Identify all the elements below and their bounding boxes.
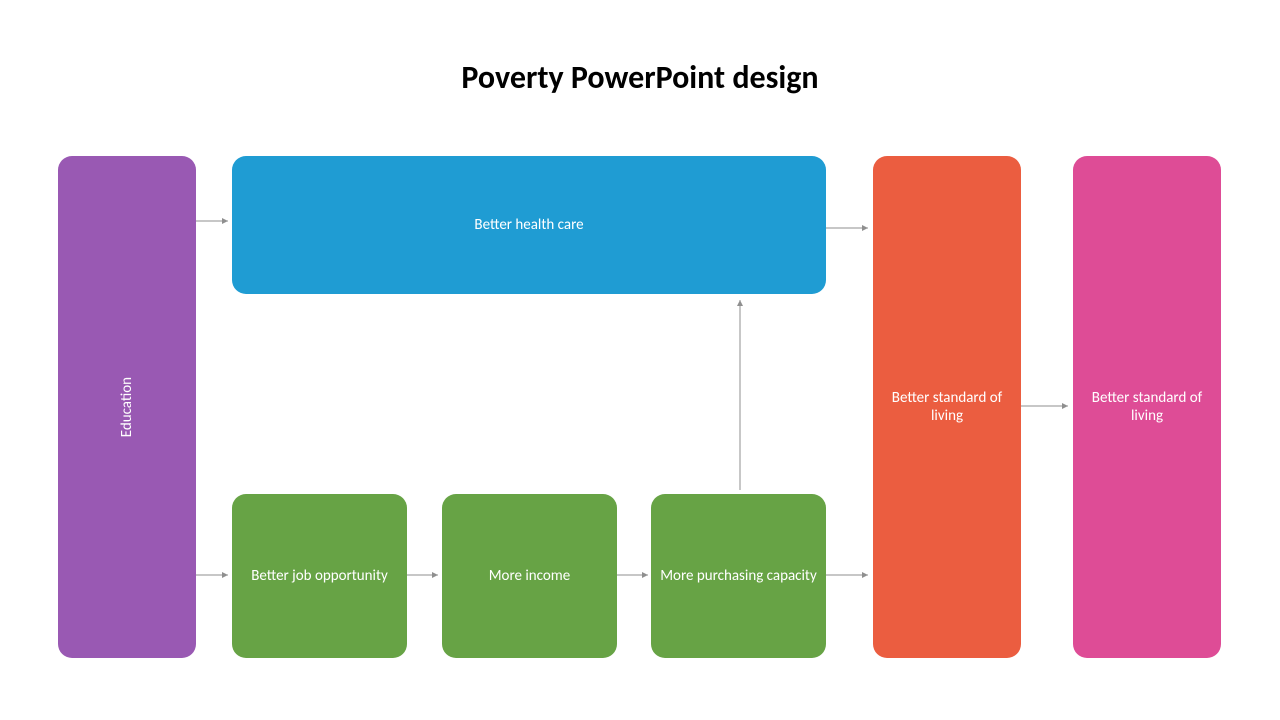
node-job: Better job opportunity xyxy=(232,494,407,658)
node-healthcare: Better health care xyxy=(232,156,826,294)
node-income-label: More income xyxy=(489,567,571,585)
node-income: More income xyxy=(442,494,617,658)
node-standard1-label: Better standard of living xyxy=(881,389,1013,425)
node-education-label: Education xyxy=(118,377,136,437)
page-title: Poverty PowerPoint design xyxy=(0,58,1280,97)
node-job-label: Better job opportunity xyxy=(251,567,388,585)
node-standard2: Better standard of living xyxy=(1073,156,1221,658)
node-standard2-label: Better standard of living xyxy=(1081,389,1213,425)
node-standard1: Better standard of living xyxy=(873,156,1021,658)
node-education: Education xyxy=(58,156,196,658)
node-purchasing-label: More purchasing capacity xyxy=(660,567,817,585)
node-purchasing: More purchasing capacity xyxy=(651,494,826,658)
node-healthcare-label: Better health care xyxy=(474,216,583,234)
